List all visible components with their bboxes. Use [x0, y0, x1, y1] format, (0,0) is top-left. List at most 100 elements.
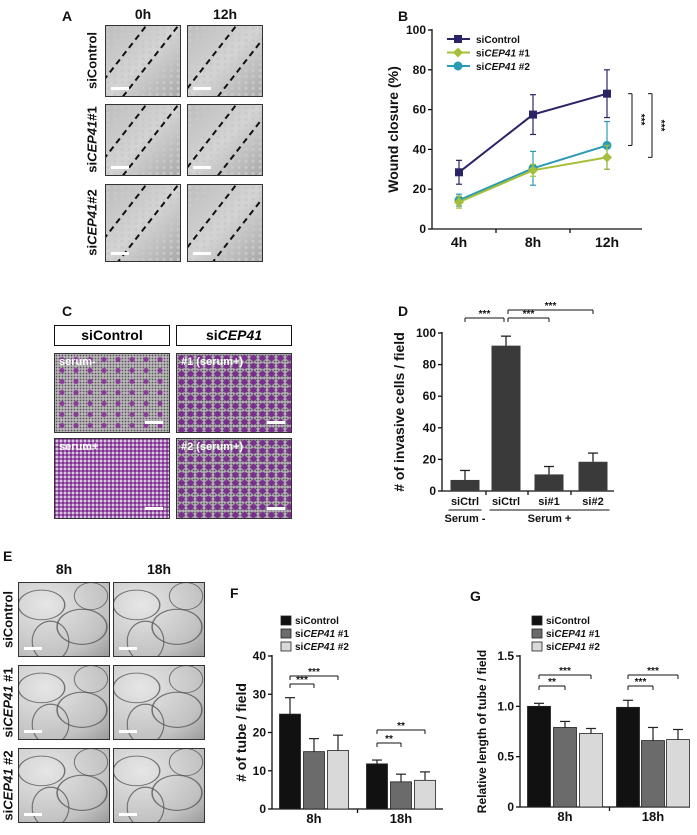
x-tick-label: 8h: [557, 809, 572, 824]
label-prefix: si: [546, 629, 555, 640]
series-1: [454, 144, 612, 209]
column-header-18h: 18h: [146, 561, 172, 577]
marker-diamond: [453, 47, 463, 58]
bar-chart-d: siCtrl siCtrl si#1 si#2 Serum - Serum + *** ***…: [442, 301, 614, 525]
marker-diamond: [602, 152, 612, 163]
header-gene: CEP41: [217, 327, 263, 343]
label-gene: CEP41: [484, 49, 516, 60]
microscopy-image: [105, 25, 181, 97]
group-label: Serum -: [445, 513, 486, 525]
y-tick-label: 80: [413, 63, 427, 77]
sig-stars: ***: [559, 666, 571, 677]
image-serum-minus: serum-: [54, 353, 170, 433]
image-label: #1 (serum+): [181, 356, 244, 368]
marker-square: [529, 110, 537, 119]
scale-bar: [111, 87, 129, 90]
label-prefix: si: [476, 49, 485, 60]
sig-stars: ***: [635, 677, 647, 688]
bar: [390, 781, 412, 810]
label-suffix: #1: [516, 49, 530, 60]
label-gene: CEP41: [484, 62, 516, 73]
marker-diamond: [454, 197, 464, 208]
panel-label-c: C: [62, 303, 73, 319]
microscopy-image: [105, 104, 181, 176]
y-tick-label: 20: [413, 182, 427, 196]
column-header-0h: 0h: [134, 6, 152, 22]
scale-bar: [145, 507, 163, 510]
scale-bar: [193, 166, 211, 169]
microscopy-image: [187, 104, 263, 176]
y-tick-label: 60: [413, 103, 427, 117]
y-axis-title: Wound closure (%): [385, 66, 401, 193]
label-suffix: #1: [586, 629, 600, 640]
panel-label-a: A: [62, 8, 73, 24]
y-tick-label: 1.0: [497, 699, 514, 713]
bar: [578, 461, 608, 491]
y-tick-label: 60: [423, 389, 437, 403]
label-prefix: si: [546, 642, 555, 653]
legend-label: siCEP41 #2: [546, 642, 600, 653]
legend-label: siControl: [546, 616, 590, 627]
y-axis: 0 20 40 60 80 100 # of invasive cells / field: [391, 326, 443, 498]
sig-stars: **: [548, 677, 556, 688]
y-tick-label: 0: [419, 222, 426, 236]
y-axis: 0 20 40 60 80 100 Wound closure (%): [385, 23, 433, 236]
sig-stars: ***: [545, 301, 557, 312]
image-serum-plus: serum+: [54, 438, 170, 519]
microscopy-image: [18, 748, 110, 823]
group-label: Serum +: [528, 513, 572, 525]
y-tick-label: 1.5: [497, 649, 514, 663]
legend-label: siControl: [476, 35, 520, 46]
bar: [616, 706, 640, 808]
y-tick-label: 100: [416, 326, 436, 340]
image-label: serum-: [59, 356, 96, 368]
bar: [579, 733, 603, 808]
sig-stars: ***: [296, 675, 308, 686]
y-tick-label: 0: [429, 484, 436, 498]
column-header-12h: 12h: [212, 6, 238, 22]
sig-stars: ***: [647, 666, 659, 677]
microscopy-image: [113, 582, 205, 657]
panel-label-f: F: [230, 585, 239, 601]
microscopy-image: [187, 25, 263, 97]
y-axis: 0 10 20 30 40 # of tube / field: [233, 649, 273, 816]
panel-label-g: G: [470, 588, 481, 604]
y-tick-label: 80: [423, 358, 437, 372]
y-tick-label: 30: [253, 687, 267, 701]
marker-square: [603, 89, 611, 98]
panel-label-d: D: [398, 303, 409, 319]
y-tick-label: 40: [413, 142, 427, 156]
scale-bar: [267, 507, 285, 510]
marker-square: [455, 168, 463, 177]
image-si1-serum-plus: #1 (serum+): [176, 353, 292, 433]
y-tick-label: 20: [253, 726, 267, 740]
sig-stars: ***: [655, 120, 666, 132]
y-tick-label: 0: [259, 802, 266, 816]
scale-bar: [24, 730, 42, 733]
y-tick-label: 100: [406, 23, 426, 37]
scale-bar: [24, 647, 42, 650]
bar: [414, 779, 436, 810]
label-suffix: Control: [303, 616, 339, 627]
microscopy-image: [105, 184, 181, 262]
y-tick-label: 40: [423, 421, 437, 435]
scale-bar: [111, 166, 129, 169]
bar: [366, 763, 388, 810]
header-label: siControl: [81, 327, 143, 343]
bar: [303, 751, 325, 810]
bar: [534, 474, 564, 491]
series-0: [455, 69, 611, 185]
column-header-8h: 8h: [55, 561, 73, 577]
y-tick-label: 10: [253, 764, 267, 778]
x-tick-label: si#1: [538, 496, 559, 508]
y-axis-title: # of tube / field: [233, 683, 249, 782]
scale-bar: [145, 421, 163, 424]
label-gene: CEP41: [554, 642, 586, 653]
label-suffix: Control: [554, 616, 590, 627]
x-tick-label: siCtrl: [492, 496, 520, 508]
